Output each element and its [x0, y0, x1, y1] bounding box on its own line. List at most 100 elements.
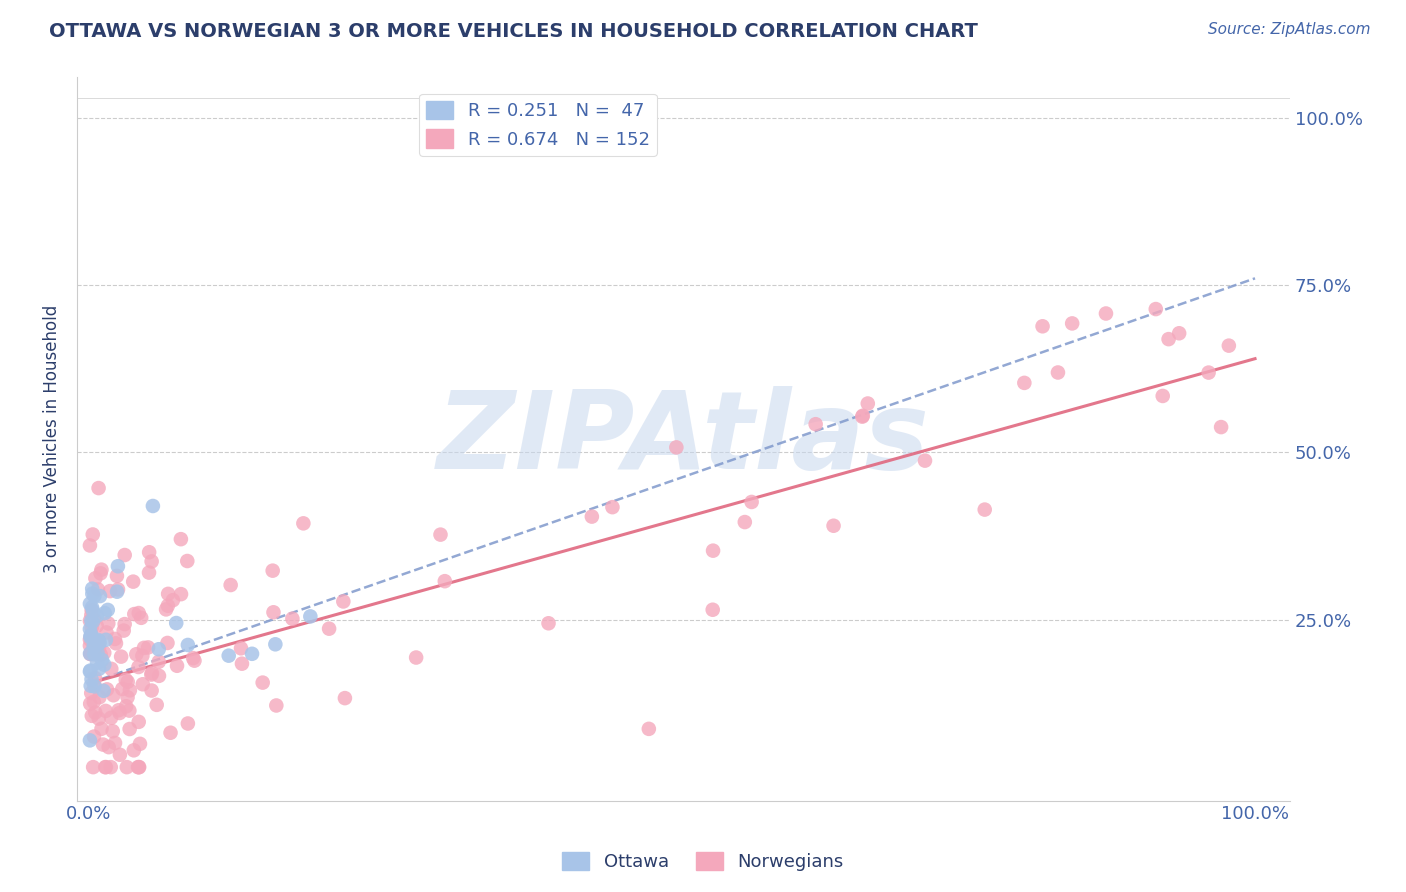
Point	[108, 706, 131, 720]
Point	[114, 673, 136, 687]
Point	[183, 654, 205, 668]
Point	[170, 532, 193, 546]
Legend: R = 0.251   N =  47, R = 0.674   N = 152: R = 0.251 N = 47, R = 0.674 N = 152	[419, 94, 657, 156]
Point	[141, 666, 163, 681]
Point	[93, 657, 115, 672]
Point	[856, 396, 879, 410]
Point	[79, 629, 101, 643]
Point	[141, 683, 163, 698]
Point	[80, 628, 103, 642]
Point	[83, 638, 105, 652]
Point	[129, 611, 152, 625]
Point	[804, 417, 827, 432]
Point	[118, 704, 141, 718]
Point	[111, 681, 134, 696]
Point	[1144, 301, 1167, 316]
Point	[118, 683, 141, 698]
Point	[83, 640, 105, 654]
Point	[107, 559, 129, 574]
Point	[117, 690, 139, 705]
Point	[122, 743, 145, 757]
Point	[145, 698, 167, 712]
Point	[281, 612, 304, 626]
Point	[79, 631, 101, 645]
Point	[80, 686, 103, 700]
Point	[86, 619, 108, 633]
Point	[156, 599, 179, 613]
Point	[1157, 332, 1180, 346]
Point	[90, 563, 112, 577]
Point	[429, 527, 451, 541]
Point	[83, 695, 105, 709]
Point	[141, 554, 163, 568]
Point	[181, 651, 204, 665]
Point	[107, 582, 129, 597]
Point	[104, 636, 127, 650]
Point	[823, 518, 845, 533]
Point	[973, 502, 995, 516]
Point	[107, 703, 129, 717]
Point	[157, 587, 180, 601]
Point	[79, 639, 101, 653]
Point	[83, 647, 105, 661]
Point	[240, 647, 263, 661]
Point	[1014, 376, 1036, 390]
Point	[79, 597, 101, 611]
Point	[80, 603, 103, 617]
Point	[94, 760, 117, 774]
Point	[82, 527, 104, 541]
Point	[86, 656, 108, 670]
Point	[97, 616, 120, 631]
Point	[115, 699, 138, 714]
Point	[138, 545, 160, 559]
Point	[229, 641, 252, 656]
Point	[87, 582, 110, 597]
Point	[82, 582, 104, 596]
Point	[177, 716, 200, 731]
Point	[80, 608, 103, 623]
Point	[80, 679, 103, 693]
Point	[122, 574, 145, 589]
Point	[79, 539, 101, 553]
Point	[741, 495, 763, 509]
Point	[90, 648, 112, 662]
Point	[83, 633, 105, 648]
Point	[103, 688, 125, 702]
Point	[79, 647, 101, 661]
Point	[90, 566, 112, 581]
Point	[332, 594, 354, 608]
Point	[665, 441, 688, 455]
Point	[219, 578, 242, 592]
Point	[87, 481, 110, 495]
Point	[83, 680, 105, 694]
Point	[80, 628, 103, 642]
Point	[87, 636, 110, 650]
Point	[1095, 306, 1118, 320]
Point	[83, 678, 105, 692]
Point	[159, 725, 181, 739]
Point	[1152, 389, 1174, 403]
Point	[1168, 326, 1191, 341]
Point	[156, 636, 179, 650]
Point	[87, 662, 110, 676]
Point	[84, 671, 107, 685]
Point	[79, 733, 101, 747]
Point	[80, 614, 103, 628]
Point	[83, 730, 105, 744]
Point	[231, 657, 253, 671]
Text: Source: ZipAtlas.com: Source: ZipAtlas.com	[1208, 22, 1371, 37]
Point	[637, 722, 659, 736]
Point	[405, 650, 427, 665]
Point	[97, 603, 120, 617]
Point	[318, 622, 340, 636]
Point	[86, 646, 108, 660]
Point	[218, 648, 240, 663]
Point	[84, 706, 107, 720]
Point	[1046, 366, 1069, 380]
Point	[115, 760, 138, 774]
Point	[702, 543, 724, 558]
Point	[166, 658, 188, 673]
Point	[581, 509, 603, 524]
Point	[80, 645, 103, 659]
Point	[128, 714, 150, 729]
